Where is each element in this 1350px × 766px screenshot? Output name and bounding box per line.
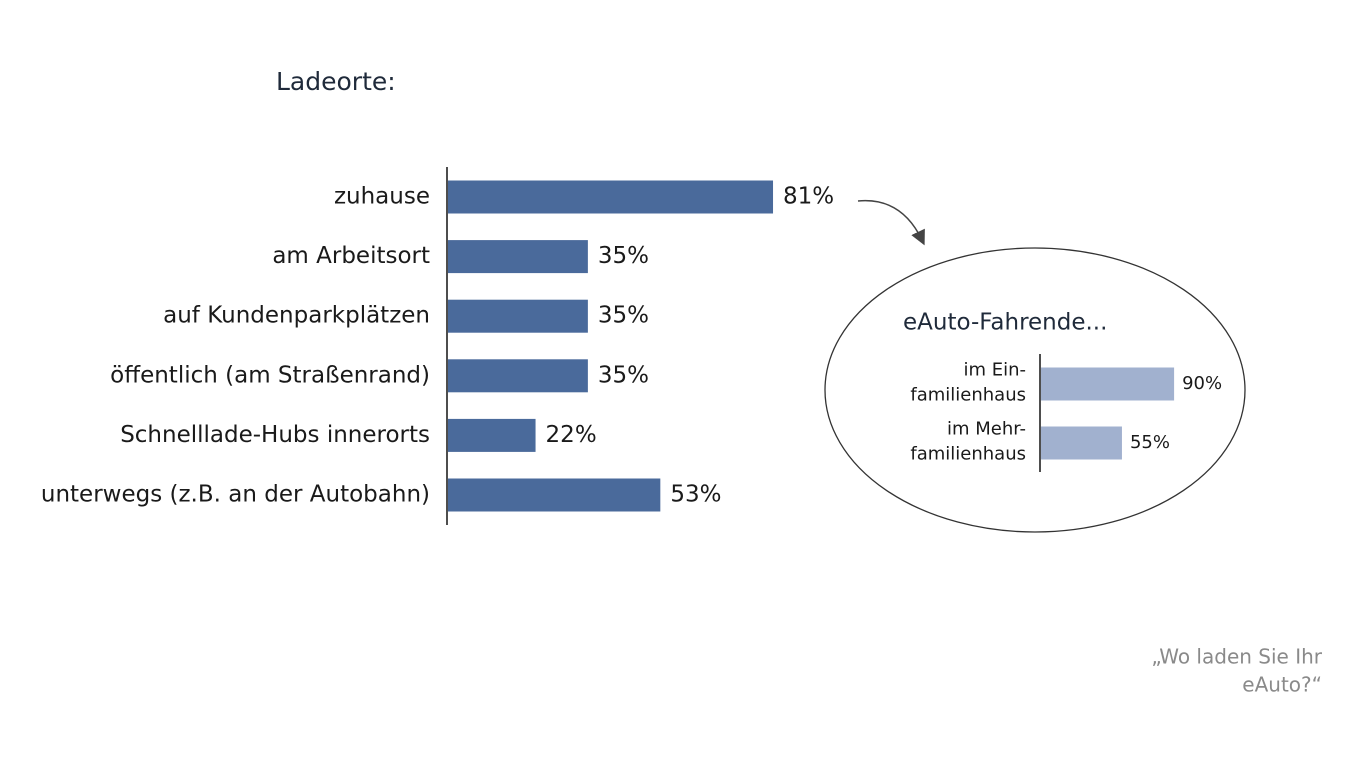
bar — [448, 299, 588, 333]
inset-title: eAuto-Fahrende... — [903, 310, 1107, 336]
bar — [448, 180, 774, 214]
callout-ellipse — [824, 247, 1246, 533]
value-label: 22% — [546, 422, 597, 448]
category-label: zuhause — [334, 184, 430, 210]
annotation: „Wo laden Sie Ihr — [1151, 645, 1322, 669]
bar — [1041, 426, 1122, 460]
value-label: 81% — [783, 184, 834, 210]
category-label: öffentlich (am Straßenrand) — [110, 362, 430, 388]
callout-arrow — [857, 199, 925, 246]
category-label: auf Kundenparkplätzen — [163, 303, 430, 329]
category-label: im Mehr- — [947, 419, 1026, 440]
category-label: am Arbeitsort — [272, 243, 430, 269]
category-label: familienhaus — [910, 385, 1026, 406]
annotation: eAuto?“ — [1242, 673, 1322, 697]
category-label: im Ein- — [963, 360, 1026, 381]
value-label: 35% — [598, 243, 649, 269]
bar — [1041, 367, 1175, 401]
value-label: 90% — [1182, 373, 1222, 394]
bar — [448, 359, 588, 393]
category-label: Schnelllade-Hubs innerorts — [120, 422, 430, 448]
bar — [448, 478, 661, 512]
value-label: 53% — [670, 482, 721, 508]
category-label: unterwegs (z.B. an der Autobahn) — [41, 482, 430, 508]
value-label: 35% — [598, 362, 649, 388]
value-label: 55% — [1130, 432, 1170, 453]
value-label: 35% — [598, 303, 649, 329]
bar — [448, 418, 536, 452]
chart-title: Ladeorte: — [276, 67, 396, 96]
bar — [448, 240, 588, 274]
category-label: familienhaus — [910, 444, 1026, 465]
